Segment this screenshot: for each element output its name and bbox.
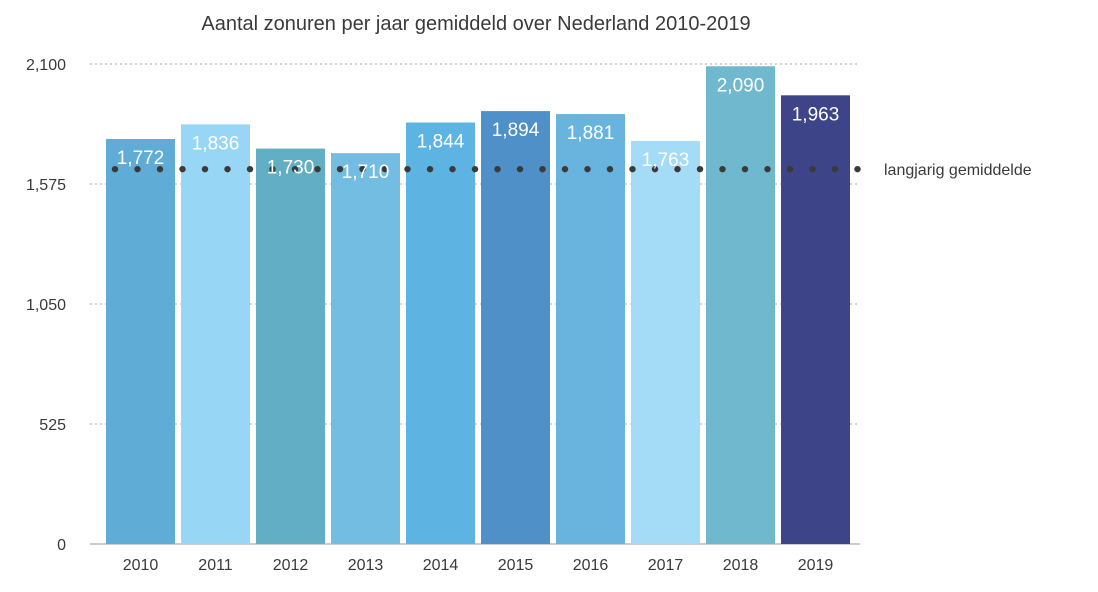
bar-2014 bbox=[406, 122, 475, 544]
reference-line-dot bbox=[719, 165, 726, 173]
reference-line-dot bbox=[561, 165, 569, 173]
reference-line-dot bbox=[314, 165, 321, 173]
reference-line-dot bbox=[269, 165, 276, 173]
reference-line-dot bbox=[741, 165, 749, 173]
reference-line-dot bbox=[696, 165, 704, 173]
x-tick-label: 2016 bbox=[573, 557, 609, 574]
reference-line-dot bbox=[224, 165, 231, 173]
bar-2012 bbox=[256, 148, 325, 545]
reference-line-dot bbox=[786, 165, 794, 173]
reference-line-dot bbox=[156, 165, 164, 173]
bar-2010 bbox=[106, 138, 175, 544]
reference-line-dot bbox=[809, 165, 816, 173]
reference-line-dot bbox=[854, 165, 861, 173]
reference-line-dot bbox=[291, 165, 299, 173]
data-label: 1,881 bbox=[567, 123, 615, 144]
data-label: 1,963 bbox=[792, 104, 840, 125]
bar-2016 bbox=[556, 114, 625, 545]
data-label: 1,763 bbox=[642, 150, 690, 171]
data-label: 1,844 bbox=[417, 132, 465, 153]
reference-line-dot bbox=[134, 165, 141, 173]
reference-line-dot bbox=[674, 165, 681, 173]
reference-line-dot bbox=[336, 165, 344, 173]
reference-line-dot bbox=[201, 165, 209, 173]
bar-2018 bbox=[706, 66, 775, 545]
reference-line-dot bbox=[516, 165, 524, 173]
reference-line-dot bbox=[426, 165, 434, 173]
reference-line-dot bbox=[404, 165, 411, 173]
y-tick-label: 1,050 bbox=[26, 297, 66, 314]
y-tick-label: 0 bbox=[57, 537, 66, 554]
reference-line-dot bbox=[449, 165, 456, 173]
data-label: 1,894 bbox=[492, 120, 540, 141]
bar-2015 bbox=[481, 111, 550, 544]
y-tick-label: 525 bbox=[39, 417, 66, 434]
data-label: 1,772 bbox=[117, 148, 165, 169]
reference-line-dot bbox=[179, 165, 186, 173]
reference-line-dot bbox=[651, 165, 659, 173]
reference-line-label: langjarig gemiddelde bbox=[884, 162, 1032, 179]
x-tick-label: 2011 bbox=[198, 557, 233, 574]
x-tick-label: 2015 bbox=[498, 557, 534, 574]
reference-line-dot bbox=[111, 165, 119, 173]
x-tick-label: 2010 bbox=[123, 557, 159, 574]
bar-2017 bbox=[631, 141, 700, 544]
reference-line-dot bbox=[246, 165, 254, 173]
bar-2019 bbox=[781, 95, 850, 545]
x-tick-label: 2018 bbox=[723, 557, 759, 574]
reference-line-dot bbox=[629, 165, 636, 173]
data-label: 2,090 bbox=[717, 75, 765, 96]
reference-line-dot bbox=[494, 165, 501, 173]
x-tick-label: 2013 bbox=[348, 557, 384, 574]
data-label: 1,710 bbox=[342, 162, 390, 183]
reference-line-dot bbox=[359, 165, 366, 173]
y-tick-label: 2,100 bbox=[26, 57, 66, 74]
data-label: 1,836 bbox=[192, 133, 240, 154]
bar-2013 bbox=[331, 153, 400, 544]
chart-title: Aantal zonuren per jaar gemiddeld over N… bbox=[201, 13, 750, 35]
x-tick-label: 2014 bbox=[423, 557, 459, 574]
reference-line-dot bbox=[606, 165, 614, 173]
bar-2011 bbox=[181, 124, 250, 544]
reference-line-dot bbox=[539, 165, 546, 173]
y-tick-label: 1,575 bbox=[26, 177, 66, 194]
x-tick-label: 2019 bbox=[798, 557, 834, 574]
x-tick-label: 2017 bbox=[648, 557, 684, 574]
reference-line-dot bbox=[764, 165, 771, 173]
x-tick-label: 2012 bbox=[273, 557, 309, 574]
reference-line-dot bbox=[831, 165, 839, 173]
reference-line-dot bbox=[471, 165, 479, 173]
reference-line-dot bbox=[584, 165, 591, 173]
data-label: 1,730 bbox=[267, 158, 315, 179]
reference-line-dot bbox=[381, 165, 389, 173]
